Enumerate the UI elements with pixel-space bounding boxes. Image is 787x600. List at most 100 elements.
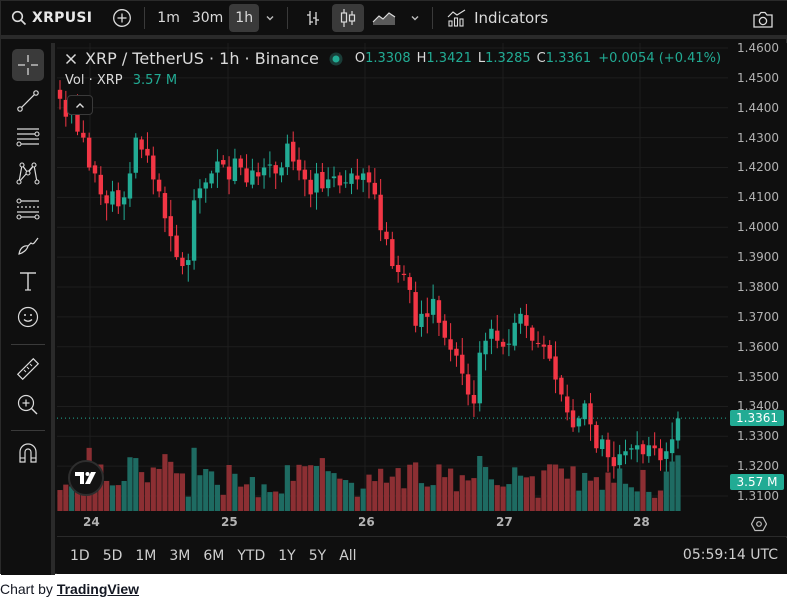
symbol-search-button[interactable]: XRPUSI [5, 4, 98, 32]
price-label: 1.4000 [737, 220, 779, 235]
plus-circle-icon [112, 8, 132, 28]
top-toolbar: XRPUSI 1m 30m 1h [1, 1, 787, 39]
chart-type-dropdown-button[interactable] [404, 4, 426, 32]
collapse-legend-button[interactable] [67, 95, 93, 115]
ruler-icon [16, 357, 40, 381]
volume-value: 3.57 M [132, 73, 178, 88]
price-label: 1.3100 [737, 489, 779, 504]
candlestick-chart[interactable] [57, 43, 728, 511]
fib-retracement-tool[interactable] [12, 193, 44, 225]
high-label: H [416, 51, 427, 66]
price-label: 1.3400 [737, 399, 779, 414]
zoom-in-tool[interactable] [12, 389, 44, 421]
range-6m[interactable]: 6M [203, 548, 225, 564]
compare-symbol-button[interactable] [106, 4, 138, 32]
interval-1m[interactable]: 1m [157, 10, 180, 26]
brush-icon [16, 233, 40, 257]
close-value: 1.3361 [545, 51, 592, 66]
range-5d[interactable]: 5D [102, 548, 123, 564]
horizontal-lines-tool[interactable] [12, 121, 44, 153]
text-icon [17, 270, 39, 292]
camera-icon [752, 11, 774, 29]
range-all[interactable]: All [339, 548, 357, 564]
range-1d[interactable]: 1D [70, 548, 90, 564]
symbol-label: XRPUSI [32, 10, 93, 26]
smiley-icon [16, 305, 40, 329]
volume-legend: Vol · XRP 3.57 M [65, 73, 177, 88]
last-price-tag: 1.3361 [730, 410, 784, 427]
range-bar: 1D 5D 1M 3M 6M YTD 1Y 5Y All 05:59:14 UT… [57, 538, 787, 574]
toolbar-divider [11, 430, 45, 431]
price-label: 1.3600 [737, 339, 779, 354]
bar-chart-type-button[interactable] [294, 4, 332, 32]
price-axis[interactable]: 1.3100 1.3200 1.3300 1.3400 1.3500 1.3600 1.37… [728, 41, 787, 511]
price-label: 1.4500 [737, 70, 779, 85]
range-ytd[interactable]: YTD [237, 548, 266, 564]
tradingview-link[interactable]: TradingView [56, 581, 140, 597]
crosshair-tool[interactable] [12, 49, 44, 81]
price-label: 1.4100 [737, 190, 779, 205]
low-value: 1.3285 [485, 51, 531, 66]
interval-1h[interactable]: 1h [229, 4, 260, 32]
emoji-tool[interactable] [12, 301, 44, 333]
series-title: XRP / TetherUS · 1h · Binance [85, 49, 319, 68]
price-label: 1.4200 [737, 160, 779, 175]
zoom-in-icon [16, 393, 40, 417]
volume-label: Vol · XRP [65, 73, 123, 88]
time-axis[interactable]: 24 25 26 27 28 [57, 511, 787, 537]
price-label: 1.3700 [737, 309, 779, 324]
high-value: 1.3421 [426, 51, 472, 66]
indicators-button[interactable]: Indicators [439, 4, 554, 32]
time-label-27: 27 [496, 515, 513, 529]
candles-chart-type-button[interactable] [332, 4, 365, 32]
candles-icon [339, 8, 357, 28]
measure-tool[interactable] [12, 353, 44, 385]
interval-30m[interactable]: 30m [191, 10, 224, 26]
toolbar-divider [432, 7, 434, 29]
toolbar-divider [287, 7, 289, 29]
chevron-down-icon [265, 14, 275, 22]
drawing-toolbar [1, 43, 55, 575]
range-5y[interactable]: 5Y [308, 548, 327, 564]
magnet-tool[interactable] [12, 437, 44, 469]
utc-clock[interactable]: 05:59:14 UTC [682, 547, 778, 563]
attribution: Chart by TradingView [0, 581, 139, 597]
market-status-icon [329, 52, 343, 66]
xabcd-pattern-icon [16, 161, 40, 185]
price-label: 1.3800 [737, 279, 779, 294]
search-icon [11, 10, 27, 26]
magnet-icon [17, 442, 39, 464]
time-label-28: 28 [633, 515, 650, 529]
remove-series-icon[interactable] [65, 53, 77, 65]
indicators-label: Indicators [474, 9, 549, 27]
price-label: 1.3900 [737, 250, 779, 265]
close-label: C [536, 51, 546, 66]
area-chart-icon [372, 10, 396, 26]
low-label: L [477, 51, 486, 66]
interval-dropdown-button[interactable] [259, 4, 281, 32]
area-chart-type-button[interactable] [364, 4, 404, 32]
pattern-tool[interactable] [12, 157, 44, 189]
price-label: 1.3200 [737, 459, 779, 474]
trend-line-icon [16, 89, 40, 113]
settings-hexagon-icon [751, 516, 767, 532]
price-label: 1.4600 [737, 41, 779, 55]
chart-widget: XRPUSI 1m 30m 1h [0, 0, 787, 575]
range-1m[interactable]: 1M [135, 548, 157, 564]
chart-settings-button[interactable] [751, 516, 767, 532]
price-label: 1.4400 [737, 100, 779, 115]
trend-line-tool[interactable] [12, 85, 44, 117]
fib-retracement-icon [15, 197, 41, 221]
tradingview-logo[interactable] [68, 460, 104, 496]
ohlc-bars-icon [304, 9, 322, 27]
screenshot-button[interactable] [746, 6, 780, 34]
range-1y[interactable]: 1Y [278, 548, 296, 564]
brush-tool[interactable] [12, 229, 44, 261]
chevron-up-icon [75, 102, 85, 109]
text-tool[interactable] [12, 265, 44, 297]
chevron-down-icon [410, 14, 420, 22]
parallel-lines-icon [15, 125, 41, 149]
range-3m[interactable]: 3M [169, 548, 191, 564]
time-label-26: 26 [358, 515, 375, 529]
